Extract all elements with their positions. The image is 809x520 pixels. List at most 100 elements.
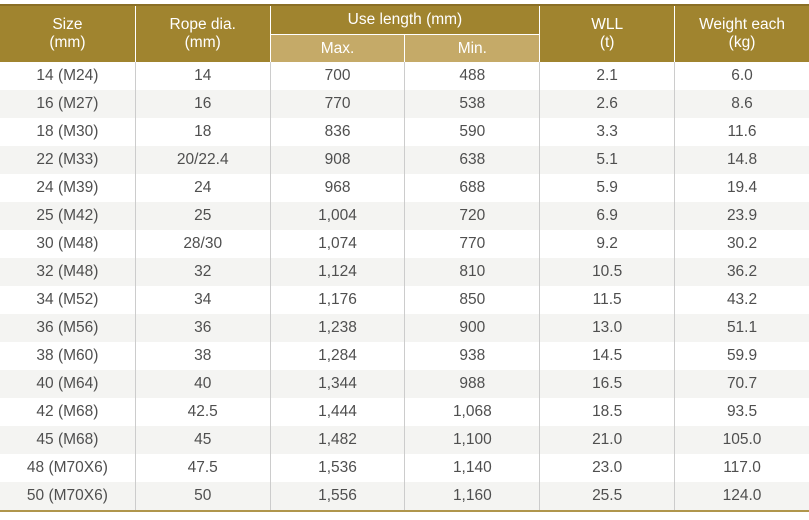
cell-rope-dia: 45 xyxy=(134,426,270,454)
cell-weight-each: 19.4 xyxy=(674,174,809,202)
cell-weight-each: 23.9 xyxy=(674,202,809,230)
cell-use-length-min: 988 xyxy=(404,370,540,398)
col-header-size-line1: Size xyxy=(52,16,83,33)
col-header-wll: WLL (t) xyxy=(539,6,675,62)
cell-size: 18 (M30) xyxy=(0,118,135,146)
cell-use-length-max: 1,444 xyxy=(269,398,405,426)
cell-use-length-max: 1,556 xyxy=(269,482,405,510)
table-body: 14 (M24) 14 700 488 2.1 6.0 16 (M27) 16 770 538 2.… xyxy=(0,62,809,510)
cell-wll: 13.0 xyxy=(539,314,675,342)
cell-size: 50 (M70X6) xyxy=(0,482,135,510)
table-row: 45 (M68) 45 1,482 1,100 21.0 105.0 xyxy=(0,426,809,454)
cell-wll: 6.9 xyxy=(539,202,675,230)
cell-weight-each: 43.2 xyxy=(674,286,809,314)
table-row: 22 (M33) 20/22.4 908 638 5.1 14.8 xyxy=(0,146,809,174)
cell-size: 38 (M60) xyxy=(0,342,135,370)
cell-use-length-max: 700 xyxy=(269,62,405,90)
cell-weight-each: 124.0 xyxy=(674,482,809,510)
cell-rope-dia: 40 xyxy=(134,370,270,398)
cell-size: 22 (M33) xyxy=(0,146,135,174)
table-row: 50 (M70X6) 50 1,556 1,160 25.5 124.0 xyxy=(0,482,809,510)
cell-weight-each: 8.6 xyxy=(674,90,809,118)
cell-size: 45 (M68) xyxy=(0,426,135,454)
cell-rope-dia: 16 xyxy=(134,90,270,118)
cell-rope-dia: 36 xyxy=(134,314,270,342)
cell-use-length-min: 1,140 xyxy=(404,454,540,482)
cell-use-length-min: 538 xyxy=(404,90,540,118)
table-header: Size (mm) Rope dia. (mm) Use length (mm)… xyxy=(0,6,809,62)
cell-weight-each: 36.2 xyxy=(674,258,809,286)
cell-size: 32 (M48) xyxy=(0,258,135,286)
table-row: 34 (M52) 34 1,176 850 11.5 43.2 xyxy=(0,286,809,314)
col-header-size: Size (mm) xyxy=(0,6,135,62)
table-row: 18 (M30) 18 836 590 3.3 11.6 xyxy=(0,118,809,146)
cell-wll: 3.3 xyxy=(539,118,675,146)
cell-wll: 2.6 xyxy=(539,90,675,118)
cell-rope-dia: 24 xyxy=(134,174,270,202)
cell-size: 25 (M42) xyxy=(0,202,135,230)
cell-use-length-max: 968 xyxy=(269,174,405,202)
col-header-size-line2: (mm) xyxy=(49,34,86,51)
table-row: 30 (M48) 28/30 1,074 770 9.2 30.2 xyxy=(0,230,809,258)
cell-use-length-max: 770 xyxy=(269,90,405,118)
cell-weight-each: 105.0 xyxy=(674,426,809,454)
cell-size: 16 (M27) xyxy=(0,90,135,118)
cell-use-length-min: 688 xyxy=(404,174,540,202)
cell-use-length-min: 1,100 xyxy=(404,426,540,454)
cell-rope-dia: 34 xyxy=(134,286,270,314)
cell-rope-dia: 38 xyxy=(134,342,270,370)
col-header-wll-line2: (t) xyxy=(599,34,615,51)
cell-weight-each: 11.6 xyxy=(674,118,809,146)
cell-use-length-max: 836 xyxy=(269,118,405,146)
table-row: 14 (M24) 14 700 488 2.1 6.0 xyxy=(0,62,809,90)
table-row: 32 (M48) 32 1,124 810 10.5 36.2 xyxy=(0,258,809,286)
cell-use-length-max: 1,344 xyxy=(269,370,405,398)
cell-wll: 23.0 xyxy=(539,454,675,482)
cell-rope-dia: 20/22.4 xyxy=(134,146,270,174)
cell-weight-each: 117.0 xyxy=(674,454,809,482)
cell-weight-each: 30.2 xyxy=(674,230,809,258)
cell-rope-dia: 18 xyxy=(134,118,270,146)
cell-weight-each: 59.9 xyxy=(674,342,809,370)
table-row: 40 (M64) 40 1,344 988 16.5 70.7 xyxy=(0,370,809,398)
cell-wll: 5.1 xyxy=(539,146,675,174)
cell-use-length-max: 1,176 xyxy=(269,286,405,314)
cell-rope-dia: 50 xyxy=(134,482,270,510)
cell-use-length-min: 900 xyxy=(404,314,540,342)
col-header-rope-line1: Rope dia. xyxy=(169,16,236,33)
cell-wll: 11.5 xyxy=(539,286,675,314)
cell-use-length-min: 488 xyxy=(404,62,540,90)
cell-wll: 2.1 xyxy=(539,62,675,90)
cell-wll: 21.0 xyxy=(539,426,675,454)
cell-wll: 18.5 xyxy=(539,398,675,426)
cell-use-length-min: 810 xyxy=(404,258,540,286)
col-header-wll-line1: WLL xyxy=(591,16,624,33)
cell-rope-dia: 28/30 xyxy=(134,230,270,258)
cell-rope-dia: 47.5 xyxy=(134,454,270,482)
cell-size: 48 (M70X6) xyxy=(0,454,135,482)
cell-use-length-min: 1,160 xyxy=(404,482,540,510)
table-row: 42 (M68) 42.5 1,444 1,068 18.5 93.5 xyxy=(0,398,809,426)
cell-use-length-max: 1,004 xyxy=(269,202,405,230)
cell-rope-dia: 32 xyxy=(134,258,270,286)
cell-wll: 25.5 xyxy=(539,482,675,510)
cell-weight-each: 70.7 xyxy=(674,370,809,398)
table-row: 25 (M42) 25 1,004 720 6.9 23.9 xyxy=(0,202,809,230)
col-header-rope-line2: (mm) xyxy=(184,34,221,51)
cell-rope-dia: 25 xyxy=(134,202,270,230)
col-header-rope-dia: Rope dia. (mm) xyxy=(134,6,270,62)
cell-use-length-max: 1,482 xyxy=(269,426,405,454)
table-row: 36 (M56) 36 1,238 900 13.0 51.1 xyxy=(0,314,809,342)
cell-use-length-min: 720 xyxy=(404,202,540,230)
cell-use-length-max: 1,536 xyxy=(269,454,405,482)
col-header-weight-line1: Weight each xyxy=(699,16,785,33)
cell-size: 30 (M48) xyxy=(0,230,135,258)
col-header-weight-line2: (kg) xyxy=(728,34,756,51)
cell-rope-dia: 14 xyxy=(134,62,270,90)
spec-table: Size (mm) Rope dia. (mm) Use length (mm)… xyxy=(0,4,809,512)
col-subheader-min: Min. xyxy=(404,34,540,62)
cell-use-length-max: 908 xyxy=(269,146,405,174)
cell-use-length-min: 1,068 xyxy=(404,398,540,426)
table-row: 16 (M27) 16 770 538 2.6 8.6 xyxy=(0,90,809,118)
